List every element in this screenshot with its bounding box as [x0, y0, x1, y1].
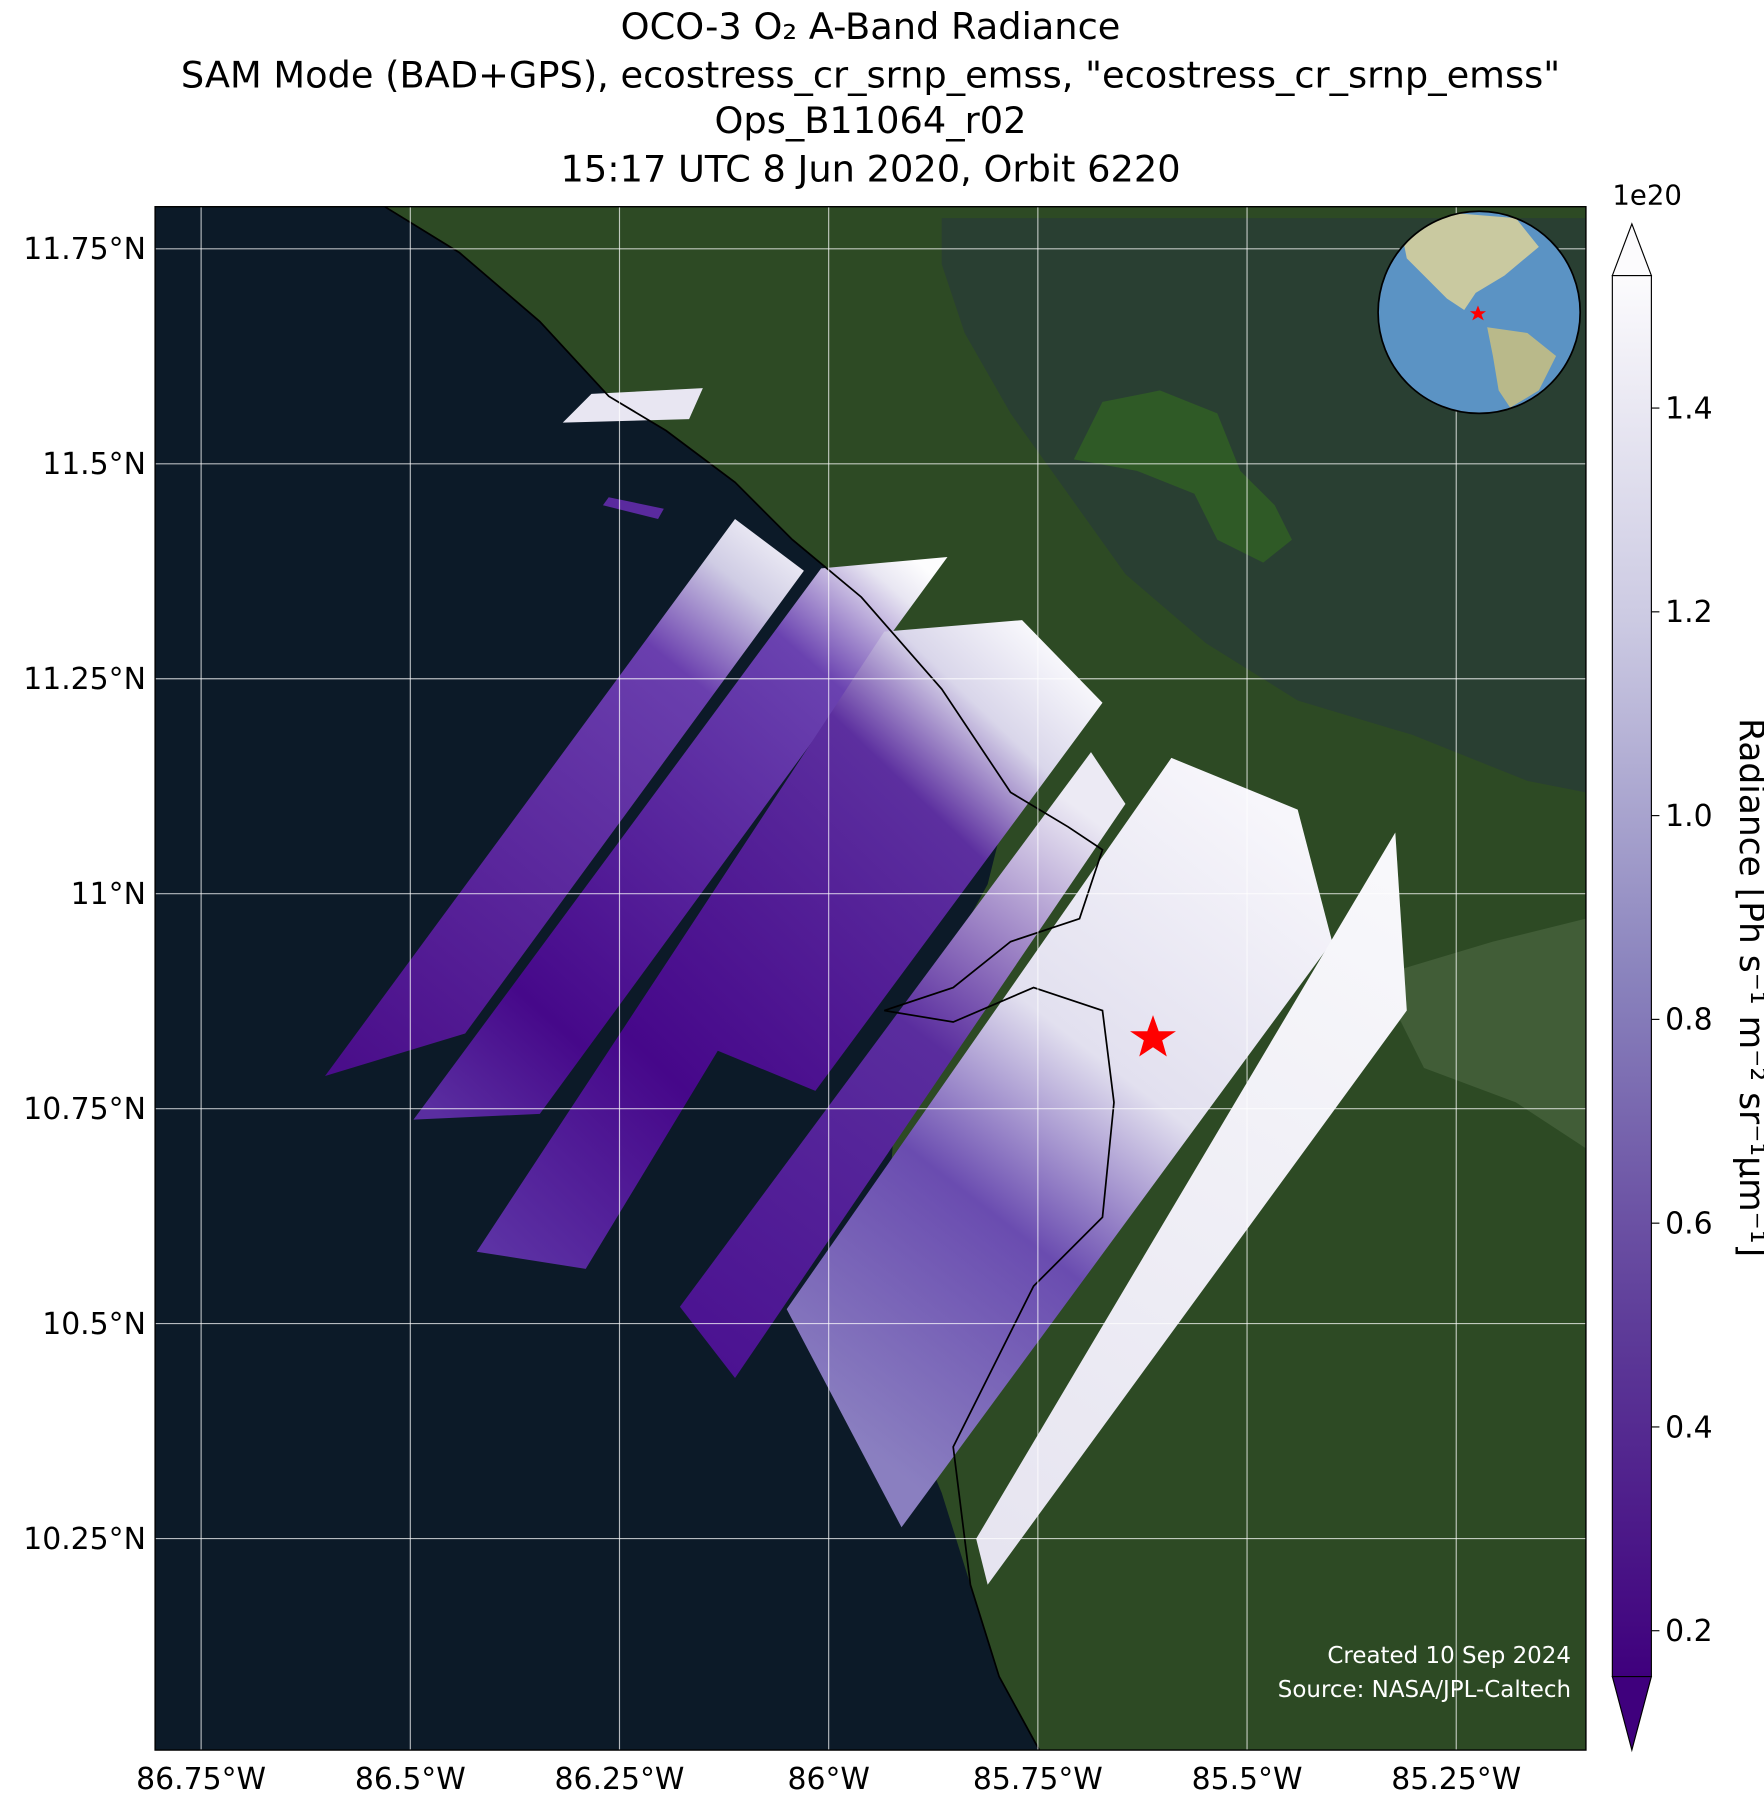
y-tick-label: 10.25°N — [23, 1522, 146, 1557]
credit: Created 10 Sep 2024 — [1327, 1643, 1571, 1669]
x-tick-label: 85.5°W — [1192, 1762, 1303, 1796]
swath — [602, 497, 664, 520]
y-tick-label: 10.5°N — [42, 1307, 146, 1342]
swath — [679, 752, 1126, 1379]
colorbar-tick-label: 0.8 — [1665, 1003, 1712, 1038]
y-tick-label: 10.75°N — [23, 1092, 146, 1127]
colorbar-extend — [1611, 1675, 1653, 1753]
colorbar-tick-label: 1.0 — [1665, 799, 1712, 834]
title: 15:17 UTC 8 Jun 2020, Orbit 6220 — [560, 147, 1180, 190]
swath — [413, 556, 948, 1120]
colorbar-extend — [1611, 222, 1653, 277]
colorbar-label: Radiance [Ph s⁻¹ m⁻² sr⁻¹μm⁻¹] — [1731, 718, 1764, 1257]
swaths — [325, 388, 1407, 1585]
colorbar-tick-label: 0.2 — [1665, 1614, 1712, 1649]
colorbar-tick-label: 0.4 — [1665, 1410, 1712, 1445]
y-tick-label: 11.5°N — [42, 447, 146, 482]
globe-outline — [1377, 210, 1582, 415]
y-tick-label: 11.25°N — [23, 662, 146, 697]
swath — [562, 388, 703, 423]
colorbar-tick-label: 0.6 — [1665, 1207, 1712, 1242]
map: Created 10 Sep 2024 Source: NASA/JPL-Cal… — [155, 206, 1586, 1751]
globe-inset — [1377, 210, 1582, 415]
coastline — [384, 206, 1115, 1751]
x-tick-label: 86°W — [787, 1762, 869, 1796]
globe-star — [1469, 305, 1487, 321]
y-tick-label: 11.75°N — [23, 232, 146, 267]
globe-land — [1401, 212, 1539, 311]
credit: Source: NASA/JPL-Caltech — [1278, 1677, 1571, 1703]
x-tick-label: 86.25°W — [555, 1762, 685, 1796]
swath — [325, 519, 804, 1076]
colorbar-body — [1611, 275, 1652, 1678]
x-tick-label: 85.25°W — [1391, 1762, 1521, 1796]
swath — [476, 620, 1103, 1269]
grid — [155, 206, 1586, 1751]
swath — [976, 832, 1407, 1585]
map-frame — [154, 206, 1587, 1751]
ometepe-island — [1073, 390, 1292, 563]
title: SAM Mode (BAD+GPS), ecostress_cr_srnp_em… — [181, 53, 1560, 96]
x-tick-label: 86.75°W — [136, 1762, 266, 1796]
swath — [786, 757, 1333, 1528]
axes: 86.75°W 86.5°W 86.25°W 86°W 85.75°W 85.5°W 85.… — [23, 232, 1712, 1796]
target-star — [1130, 1015, 1176, 1057]
globe-land — [1487, 327, 1557, 408]
x-tick-label: 85.75°W — [973, 1762, 1103, 1796]
colorbar-tick-label: 1.4 — [1665, 391, 1712, 426]
cloud-patch — [1378, 918, 1586, 1149]
title: OCO-3 O₂ A-Band Radiance — [621, 5, 1121, 48]
colorbar-tick-label: 1.2 — [1665, 595, 1712, 630]
y-tick-label: 11°N — [71, 877, 146, 912]
colorbar: 1e20 Radiance [Ph s⁻¹ m⁻² sr⁻¹μm⁻¹] — [1611, 179, 1764, 1753]
x-tick-label: 86.5°W — [355, 1762, 466, 1796]
title: Ops_B11064_r02 — [715, 99, 1027, 142]
colorbar-multiplier: 1e20 — [1612, 179, 1682, 211]
